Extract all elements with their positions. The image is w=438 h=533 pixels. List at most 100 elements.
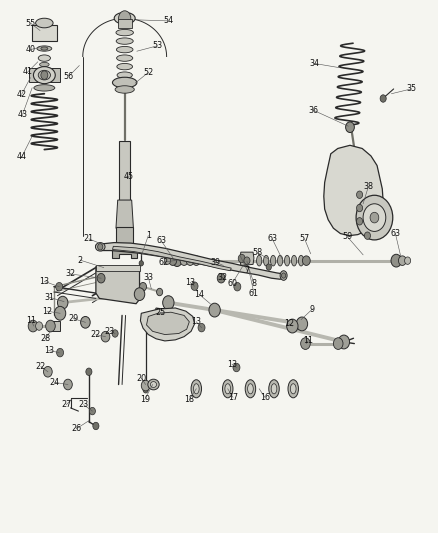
Circle shape (363, 204, 386, 231)
Text: 40: 40 (25, 45, 35, 54)
Ellipse shape (113, 77, 137, 88)
Text: 17: 17 (228, 393, 238, 402)
Circle shape (391, 254, 402, 267)
Ellipse shape (38, 55, 50, 61)
Text: 29: 29 (68, 314, 78, 323)
Ellipse shape (264, 255, 269, 266)
Circle shape (282, 273, 286, 278)
Circle shape (338, 335, 350, 349)
Ellipse shape (247, 384, 253, 394)
Circle shape (357, 191, 363, 198)
Circle shape (169, 256, 177, 265)
Text: 57: 57 (300, 235, 310, 244)
Text: 19: 19 (140, 395, 150, 404)
Text: 55: 55 (25, 19, 35, 28)
Circle shape (101, 332, 110, 342)
Text: 12: 12 (284, 319, 294, 328)
Circle shape (180, 256, 188, 265)
Circle shape (300, 338, 310, 350)
Ellipse shape (290, 384, 296, 394)
Circle shape (164, 257, 170, 264)
Circle shape (119, 11, 131, 26)
Text: 38: 38 (363, 182, 373, 191)
Circle shape (346, 122, 354, 133)
Circle shape (198, 324, 205, 332)
Circle shape (233, 364, 240, 372)
Text: 33: 33 (143, 273, 153, 281)
Circle shape (370, 212, 379, 223)
Ellipse shape (39, 62, 49, 67)
Bar (119, 141, 131, 200)
Ellipse shape (117, 46, 133, 53)
Circle shape (57, 349, 64, 357)
Circle shape (244, 265, 249, 271)
Ellipse shape (33, 67, 55, 84)
Circle shape (357, 204, 363, 212)
Text: 26: 26 (71, 424, 82, 433)
Circle shape (57, 296, 68, 309)
Circle shape (357, 217, 363, 225)
Polygon shape (141, 308, 194, 341)
Text: 32: 32 (66, 270, 76, 278)
Ellipse shape (285, 255, 290, 266)
Text: 27: 27 (61, 400, 71, 409)
Circle shape (172, 255, 182, 266)
Circle shape (86, 368, 92, 375)
Text: 56: 56 (64, 71, 74, 80)
Circle shape (399, 256, 406, 265)
Ellipse shape (150, 382, 156, 387)
Circle shape (209, 303, 220, 317)
Ellipse shape (41, 47, 48, 50)
Ellipse shape (95, 243, 105, 251)
Circle shape (186, 256, 194, 265)
Text: 12: 12 (42, 306, 52, 316)
Text: 11: 11 (26, 316, 36, 325)
Polygon shape (147, 312, 189, 335)
Text: 13: 13 (227, 360, 237, 369)
Bar (28, 68, 60, 82)
Ellipse shape (191, 379, 201, 398)
Circle shape (234, 282, 241, 291)
Ellipse shape (225, 384, 230, 394)
Circle shape (28, 320, 38, 332)
Text: 42: 42 (17, 90, 27, 99)
Circle shape (140, 282, 147, 291)
Ellipse shape (271, 255, 276, 266)
Ellipse shape (223, 379, 233, 398)
Text: 62: 62 (158, 258, 168, 266)
Text: 54: 54 (163, 17, 173, 26)
Polygon shape (153, 308, 173, 321)
Bar (96, 265, 140, 271)
Circle shape (302, 256, 310, 265)
Text: 58: 58 (252, 248, 262, 257)
Text: 43: 43 (18, 110, 28, 119)
Text: 21: 21 (84, 235, 94, 244)
Circle shape (134, 288, 145, 301)
Text: 23: 23 (78, 400, 89, 409)
Ellipse shape (117, 55, 133, 61)
Circle shape (143, 386, 148, 393)
Circle shape (162, 296, 174, 310)
Circle shape (54, 306, 66, 320)
Ellipse shape (269, 379, 279, 398)
Ellipse shape (257, 255, 262, 266)
Text: 13: 13 (185, 278, 195, 287)
Text: 22: 22 (91, 330, 101, 339)
Circle shape (333, 338, 343, 350)
Text: 20: 20 (136, 374, 146, 383)
Circle shape (141, 380, 150, 391)
Bar (348, 160, 361, 182)
Polygon shape (96, 266, 140, 304)
Text: 22: 22 (36, 362, 46, 371)
Ellipse shape (116, 38, 133, 44)
Ellipse shape (148, 379, 159, 390)
Ellipse shape (35, 18, 53, 28)
Circle shape (64, 379, 72, 390)
Circle shape (93, 422, 99, 430)
Ellipse shape (37, 46, 52, 51)
Text: 7: 7 (245, 266, 250, 275)
Text: 24: 24 (50, 378, 60, 387)
Circle shape (296, 317, 307, 331)
Circle shape (35, 322, 42, 330)
Ellipse shape (298, 255, 304, 266)
